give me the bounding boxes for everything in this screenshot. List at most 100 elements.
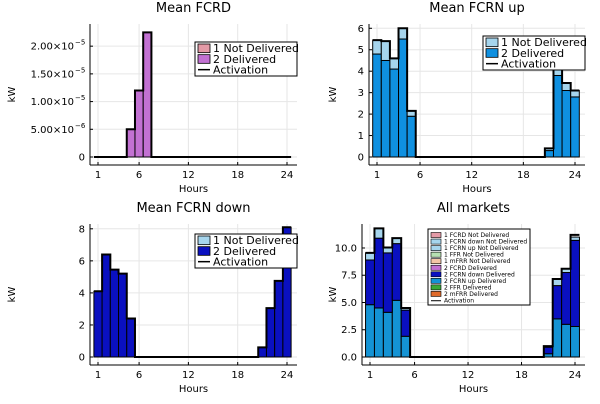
- bar-fcrn_down-s0-h23: [274, 280, 284, 358]
- y-axis-label: kW: [7, 87, 18, 103]
- x-tick-label: 1: [374, 170, 380, 181]
- bar-fcrd-s1-h7: [142, 31, 152, 158]
- bar-all-s1-h1: [365, 259, 375, 306]
- legend-label: 2 Delivered: [501, 47, 564, 60]
- legend-label: Activation: [501, 58, 556, 71]
- legend-swatch: [430, 284, 442, 291]
- bar-fcrn_up-s0-h2: [380, 59, 391, 158]
- y-tick-label: 4: [79, 288, 85, 299]
- bar-fcrn_down-s0-h5: [126, 318, 136, 358]
- legend-swatch: [485, 48, 499, 58]
- bar-fcrn_down-s0-h21: [257, 346, 267, 358]
- bar-fcrd-s1-h5: [126, 128, 136, 158]
- bar-fcrn_down-s0-h2: [101, 253, 111, 358]
- bar-all-s1-h3: [382, 252, 393, 313]
- x-tick-label: 1: [367, 370, 373, 381]
- legend-label: Activation: [213, 64, 268, 77]
- x-axis-label: Hours: [179, 184, 208, 195]
- x-tick-label: 18: [231, 370, 244, 381]
- x-tick-label: 24: [281, 370, 294, 381]
- activation-line-fcrd: [93, 31, 292, 158]
- x-axis-label: Hours: [179, 384, 208, 395]
- bar-fcrn_up-s0-h3: [389, 68, 400, 158]
- y-tick-label: 1.50×10: [31, 69, 74, 80]
- legend-swatch: [430, 251, 442, 258]
- legend-swatch: [430, 264, 442, 271]
- legend-label: 1 Not Delivered: [213, 42, 299, 55]
- legend-label: Activation: [444, 298, 474, 305]
- x-tick-label: 18: [517, 170, 530, 181]
- bar-fcrn_up-s1-h4: [398, 27, 408, 40]
- bar-fcrn_up-s0-h4: [398, 38, 408, 158]
- legend-label: 1 Not Delivered: [501, 36, 587, 49]
- panel-all: 1 6 12 18 24 0.0 2.5 5.0 7.5 10.0 All markets Hours…: [328, 201, 585, 395]
- legend-swatch: [430, 238, 442, 245]
- y-tick-label: 0: [358, 153, 364, 164]
- chart-title: Mean FCRN down: [136, 201, 250, 216]
- bar-all-s2-h2: [373, 227, 384, 239]
- x-tick-label: 12: [182, 370, 195, 381]
- legend-swatch: [197, 235, 211, 246]
- x-tick-label: 12: [462, 370, 475, 381]
- bar-all-s1-h21: [543, 346, 554, 355]
- y-axis-label: kW: [7, 287, 18, 303]
- y-tick-label: 1: [358, 131, 364, 142]
- y-tick-label: 0: [79, 153, 85, 164]
- bar-all-s0-h4: [391, 299, 402, 358]
- bar-all-s1-h5: [400, 309, 411, 337]
- bar-fcrn_up-s0-h21: [544, 150, 554, 158]
- y-tick-label: 7.5: [341, 271, 357, 282]
- legend-label: 2 Delivered: [213, 245, 276, 258]
- y-axis-label: kW: [328, 87, 339, 103]
- legend-box-fcrn_down: [194, 233, 298, 269]
- legend-swatch: [197, 246, 211, 256]
- x-tick-label: 6: [417, 170, 423, 181]
- legend-label: 2 FCRN down Delivered: [444, 271, 515, 278]
- legend-label: 1 FFR Not Delivered: [444, 252, 504, 259]
- bar-all-s0-h1: [365, 304, 375, 358]
- x-tick-label: 1: [95, 170, 101, 181]
- y-tick-exponent: −5: [75, 66, 85, 74]
- legend-swatch: [430, 245, 442, 251]
- legend-label: 2 mFRR Delivered: [444, 291, 498, 298]
- y-tick-label: 2: [79, 320, 85, 331]
- legend-label: 2 FCRD Delivered: [444, 265, 497, 272]
- activation-line-fcrn_down: [93, 226, 292, 358]
- legend-label: 2 FCRN up Delivered: [444, 278, 506, 285]
- bar-all-s1-h24: [570, 239, 580, 327]
- bar-all-s1-h2: [373, 237, 384, 309]
- activation-line-fcrn_up: [372, 27, 580, 158]
- legend-swatch: [430, 258, 442, 265]
- bar-all-s0-h22: [552, 318, 563, 358]
- legend-label: 1 FCRD Not Delivered: [444, 232, 509, 239]
- y-tick-label: 6: [79, 256, 85, 267]
- y-tick-label: 1.00×10: [31, 97, 74, 108]
- bar-fcrn_up-s0-h1: [372, 53, 382, 158]
- chart-title: Mean FCRN up: [429, 1, 525, 16]
- x-tick-label: 24: [569, 370, 582, 381]
- bar-fcrn_down-s0-h22: [265, 307, 276, 358]
- legend-box-all: [427, 228, 531, 306]
- legend-label: 1 Not Delivered: [213, 234, 299, 247]
- bar-all-s0-h5: [400, 335, 411, 358]
- y-tick-label: 6: [358, 24, 364, 35]
- bar-all-s0-h2: [373, 307, 384, 358]
- bar-all-s0-h3: [382, 311, 393, 358]
- bar-all-s1-h4: [391, 243, 402, 301]
- bar-all-s0-h23: [561, 323, 572, 358]
- bar-fcrn_up-s1-h23: [561, 82, 572, 91]
- y-tick-exponent: −5: [75, 39, 85, 47]
- y-tick-label: 3: [358, 88, 364, 99]
- bar-fcrn_down-s0-h4: [118, 273, 128, 358]
- bar-fcrn_up-s0-h22: [552, 74, 563, 158]
- bar-all-s1-h22: [552, 285, 563, 320]
- legend-swatch: [430, 232, 442, 238]
- y-tick-label: 4: [358, 67, 364, 78]
- x-tick-label: 24: [281, 170, 294, 181]
- y-tick-exponent: −6: [75, 122, 86, 130]
- x-tick-label: 18: [231, 170, 244, 181]
- y-tick-label: 5: [358, 45, 364, 56]
